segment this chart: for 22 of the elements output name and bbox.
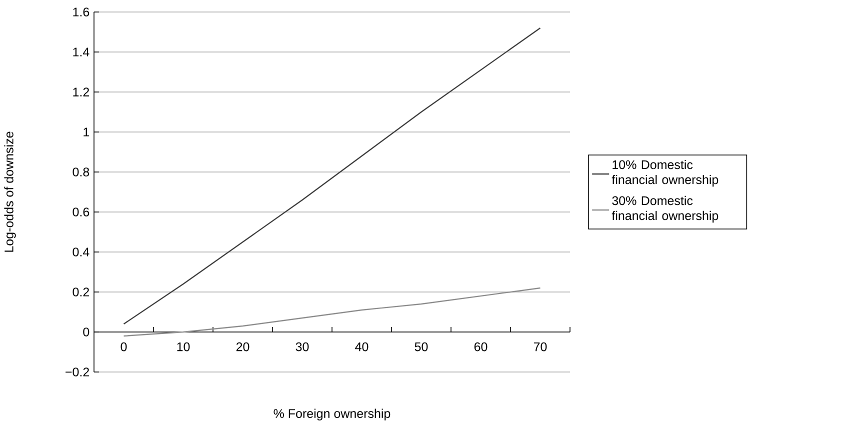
legend-label: 30% Domestic financial ownership [612,196,718,223]
x-tick-label: 0 [120,342,127,352]
y-tick-label: 0.4 [72,248,90,256]
x-tick-label: 20 [236,342,250,352]
y-tick-label: 1.4 [73,48,90,56]
y-tick-label: 0.2 [72,288,90,296]
x-tick-label: 30 [296,342,309,352]
x-tick-label: 40 [355,342,368,352]
x-tick-label: 70 [534,342,547,352]
y-tick-label: −0.2 [66,368,90,376]
y-tick-label: 0.8 [72,168,90,176]
y-tick-label: 1 [84,128,90,136]
y-tick-label: 0.6 [72,208,90,216]
x-tick-label: 50 [414,342,428,352]
legend-label: 10% Domestic financial ownership [612,160,718,187]
y-tick-label: 1.6 [73,8,90,16]
y-axis-title: Log-odds of downsize [4,132,16,252]
x-tick-label: 60 [474,342,488,352]
y-tick-label: 1.2 [73,88,90,96]
x-tick-label: 10 [177,342,190,352]
x-axis-title: % Foreign ownership [274,408,390,420]
y-tick-label: 0 [83,328,90,336]
